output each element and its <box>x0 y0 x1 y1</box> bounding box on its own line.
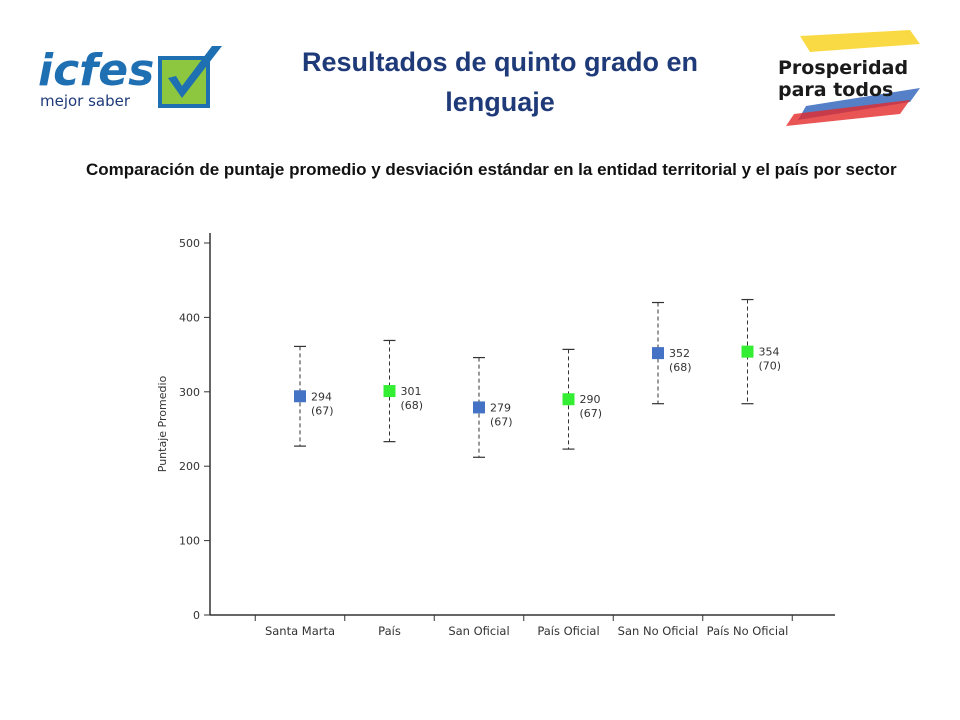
x-tick-label: Santa Marta <box>265 624 335 638</box>
sd-label: (67) <box>311 404 334 417</box>
x-tick-label: País <box>378 624 401 638</box>
icfes-wordmark: icfes <box>38 45 154 96</box>
prosperidad-logo: Prosperidad para todos <box>770 30 920 130</box>
x-tick-label: San Oficial <box>448 624 509 638</box>
chart-axes: 0 100 200 300 400 500 Puntaje Promedio Santa Ma… <box>156 233 835 638</box>
mean-marker <box>741 345 754 358</box>
sd-label: (67) <box>580 407 603 420</box>
mean-marker <box>473 401 485 414</box>
y-tick-label: 100 <box>179 535 200 548</box>
icfes-tagline: mejor saber <box>40 92 131 110</box>
mean-label: 294 <box>311 390 332 403</box>
y-axis-label: Puntaje Promedio <box>156 376 169 473</box>
sd-label: (68) <box>401 399 424 412</box>
mean-label: 290 <box>580 393 601 406</box>
mean-label: 354 <box>759 346 780 359</box>
y-tick-label: 400 <box>179 311 200 324</box>
para-todos-text: para todos <box>778 79 893 101</box>
sd-label: (68) <box>669 361 692 374</box>
checkmark-icon <box>158 46 222 108</box>
flag-stripes-icon <box>786 30 920 126</box>
x-tick-label: San No Oficial <box>618 624 699 638</box>
mean-marker <box>562 393 575 406</box>
mean-label: 352 <box>669 347 690 360</box>
y-tick-label: 500 <box>179 237 200 250</box>
y-tick-label: 200 <box>179 460 200 473</box>
mean-marker <box>652 347 664 360</box>
prosperidad-text: Prosperidad <box>778 57 908 79</box>
sd-label: (67) <box>490 415 513 428</box>
icfes-logo: icfes mejor saber <box>36 40 236 115</box>
x-tick-label: País Oficial <box>537 624 599 638</box>
page-title: Resultados de quinto grado en lenguaje <box>301 47 699 117</box>
mean-label: 301 <box>401 385 422 398</box>
y-tick-label: 0 <box>193 609 200 622</box>
mean-label: 279 <box>490 401 511 414</box>
chart-subtitle: Comparación de puntaje promedio y desvia… <box>86 160 897 179</box>
y-tick-label: 300 <box>179 386 200 399</box>
chart-marks: 294(67)301(68) 279(67)290(67)352(68)354(7… <box>294 298 782 458</box>
mean-marker <box>294 390 306 403</box>
x-tick-label: País No Oficial <box>707 624 789 638</box>
mean-marker <box>383 385 396 398</box>
score-chart: 0 100 200 300 400 500 Puntaje Promedio Santa Ma… <box>150 225 850 645</box>
sd-label: (70) <box>759 360 782 373</box>
